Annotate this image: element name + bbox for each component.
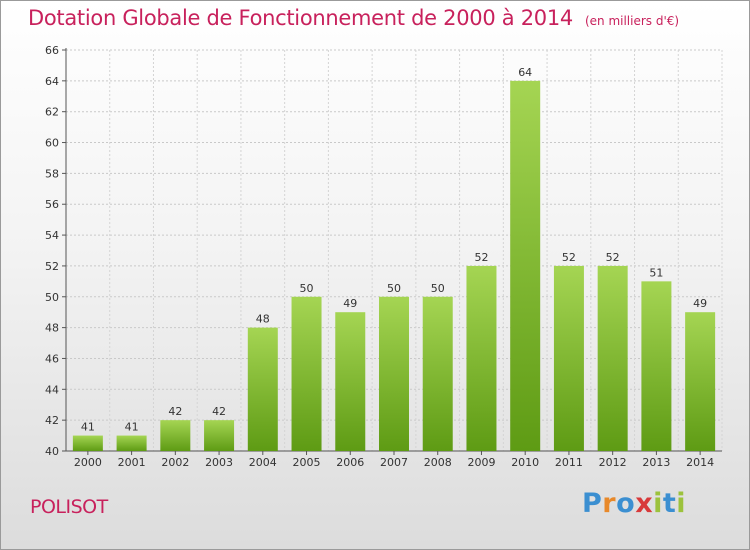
- x-tick-label: 2009: [467, 456, 495, 469]
- y-tick-label: 40: [45, 445, 59, 458]
- data-label: 50: [387, 282, 401, 295]
- logo-letter: x: [635, 488, 654, 519]
- y-tick-label: 56: [45, 198, 59, 211]
- x-tick-label: 2013: [642, 456, 670, 469]
- bar-2004: [247, 327, 278, 451]
- bar-2005: [291, 296, 322, 451]
- data-label: 49: [343, 297, 357, 310]
- data-label: 49: [693, 297, 707, 310]
- chart-title-text: Dotation Globale de Fonctionnement de 20…: [28, 6, 573, 30]
- bar-2006: [335, 312, 366, 451]
- bar-2014: [685, 312, 716, 451]
- data-label: 42: [168, 405, 182, 418]
- y-tick-label: 58: [45, 167, 59, 180]
- data-label: 50: [300, 282, 314, 295]
- y-tick-label: 66: [45, 44, 59, 57]
- y-tick-label: 54: [45, 229, 59, 242]
- x-tick-label: 2007: [380, 456, 408, 469]
- data-label: 52: [474, 251, 488, 264]
- x-tick-label: 2003: [205, 456, 233, 469]
- logo-letter: t: [662, 488, 677, 519]
- bar-2002: [160, 420, 191, 451]
- y-tick-label: 62: [45, 106, 59, 119]
- y-tick-label: 60: [45, 137, 59, 150]
- x-tick-label: 2000: [74, 456, 102, 469]
- data-label: 48: [256, 313, 270, 326]
- x-tick-label: 2001: [118, 456, 146, 469]
- bar-2011: [553, 265, 584, 451]
- bar-2012: [597, 265, 628, 451]
- x-tick-label: 2008: [424, 456, 452, 469]
- data-label: 51: [649, 266, 663, 279]
- bars: [72, 80, 716, 451]
- bar-2003: [204, 420, 235, 451]
- x-tick-label: 2012: [599, 456, 627, 469]
- x-tick-label: 2006: [336, 456, 364, 469]
- data-label: 64: [518, 66, 532, 79]
- bar-2010: [510, 80, 541, 451]
- x-tick-label: 2005: [293, 456, 321, 469]
- y-tick-label: 42: [45, 414, 59, 427]
- x-tick-label: 2010: [511, 456, 539, 469]
- x-tick-label: 2014: [686, 456, 714, 469]
- bar-2001: [116, 435, 147, 451]
- data-label: 50: [431, 282, 445, 295]
- logo-letter: P: [582, 488, 603, 519]
- data-label: 52: [606, 251, 620, 264]
- bar-2013: [641, 281, 672, 451]
- y-tick-label: 44: [45, 383, 59, 396]
- x-tick-label: 2004: [249, 456, 277, 469]
- bar-2007: [379, 296, 409, 451]
- logo-letter: r: [602, 488, 617, 519]
- commune-name: POLISOT: [30, 496, 108, 518]
- y-tick-label: 50: [45, 291, 59, 304]
- y-tick-label: 64: [45, 75, 59, 88]
- logo-letter: i: [676, 488, 687, 519]
- bar-2000: [72, 435, 103, 451]
- y-tick-label: 46: [45, 352, 59, 365]
- chart-title: Dotation Globale de Fonctionnement de 20…: [28, 6, 679, 30]
- labels: 40 42 44 46 48 50 52 54 56 58 60 62 64 66 41 2000 41 2001…: [45, 44, 714, 469]
- data-label: 41: [125, 421, 139, 434]
- logo-letter: o: [616, 488, 636, 519]
- y-tick-label: 48: [45, 322, 59, 335]
- bar-2009: [466, 265, 497, 451]
- chart-subtitle: (en milliers d'€): [584, 14, 680, 28]
- x-tick-label: 2011: [555, 456, 583, 469]
- data-label: 52: [562, 251, 576, 264]
- bar-2008: [422, 296, 453, 451]
- y-tick-label: 52: [45, 260, 59, 273]
- proxiti-logo: Proxiti: [582, 488, 686, 519]
- x-tick-label: 2002: [161, 456, 189, 469]
- logo-letter: i: [653, 488, 663, 519]
- data-label: 42: [212, 405, 226, 418]
- data-label: 41: [81, 421, 95, 434]
